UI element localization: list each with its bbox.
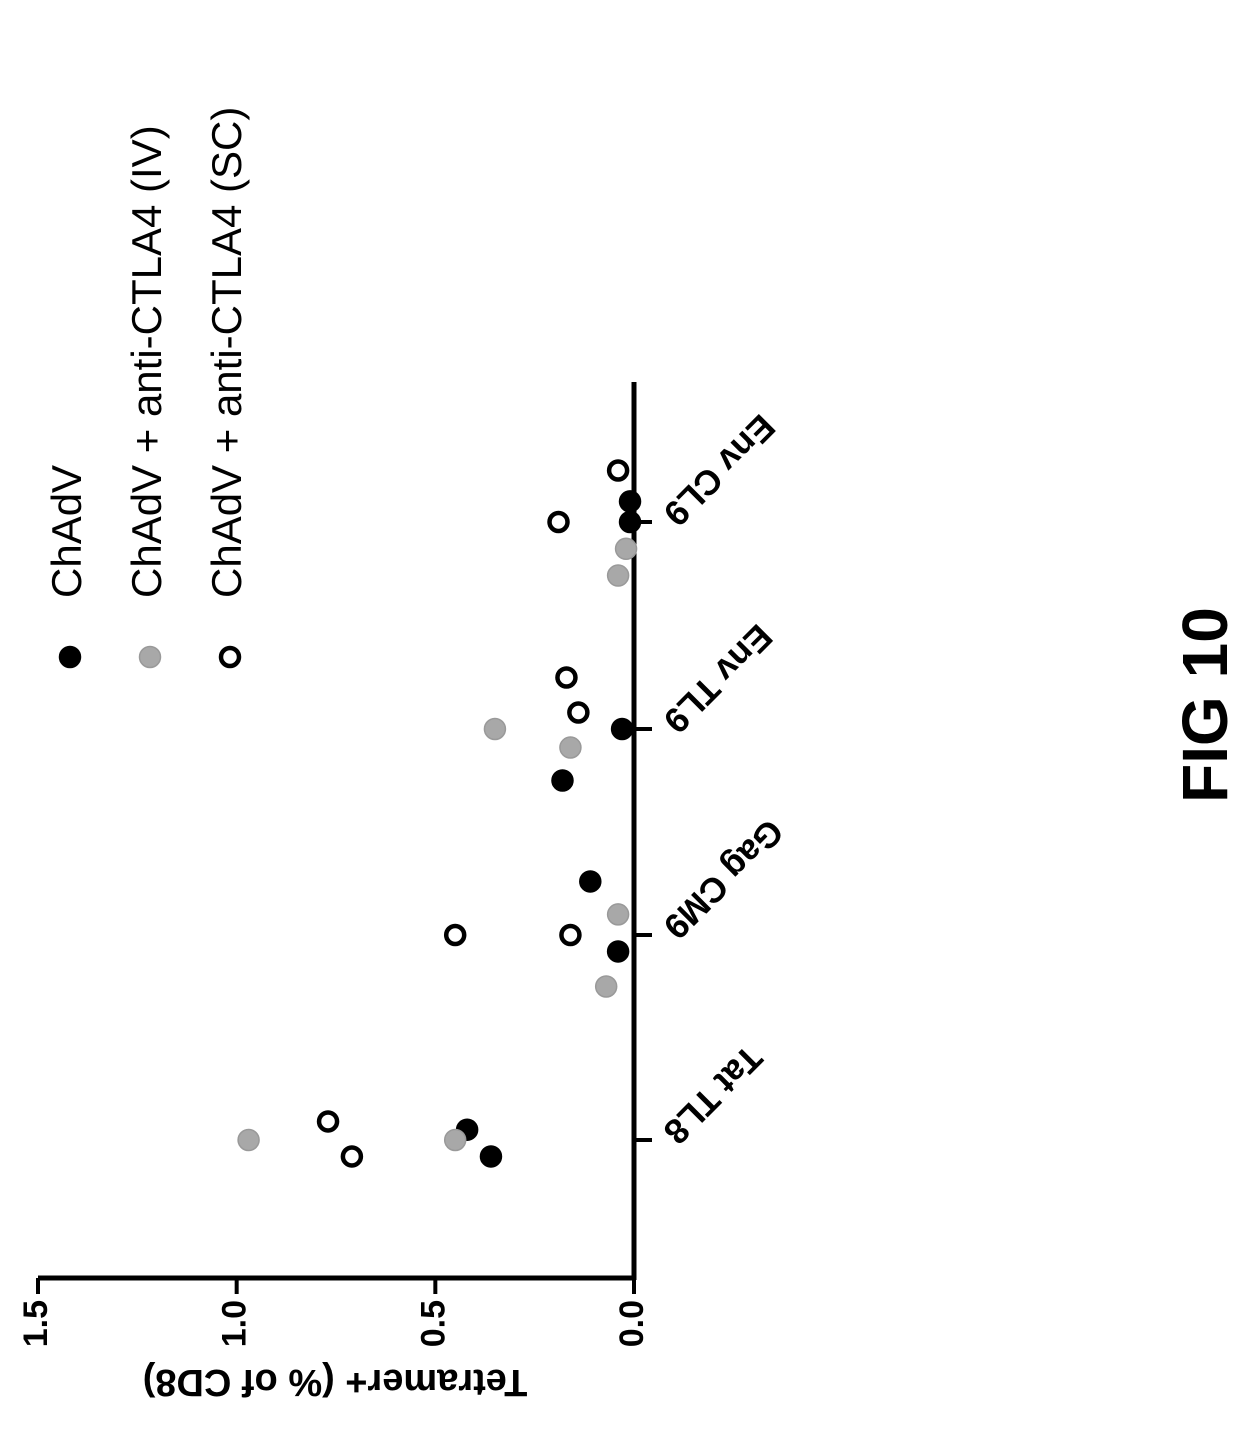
point-filled-circle bbox=[559, 736, 582, 759]
point-filled-circle bbox=[618, 510, 642, 534]
legend-marker-filled-circle bbox=[138, 645, 162, 669]
category-label: Env CL9 bbox=[656, 407, 783, 534]
point-filled-circle bbox=[606, 564, 630, 587]
value-tick-label: 0.0 bbox=[613, 1300, 651, 1347]
point-filled-circle bbox=[614, 537, 638, 561]
point-open-circle bbox=[340, 1145, 364, 1168]
point-filled-circle bbox=[610, 717, 634, 741]
y-axis-title: Tetramer+ (% of CD8) bbox=[143, 1361, 528, 1403]
legend-marker-open-circle bbox=[218, 645, 242, 669]
point-filled-circle bbox=[551, 769, 574, 792]
value-tick-label: 0.5 bbox=[414, 1300, 452, 1347]
category-ticks: Tat TL8 Gag CM9 Env TL9 Env CL9 bbox=[634, 407, 791, 1152]
point-open-circle bbox=[547, 510, 570, 534]
point-open-circle bbox=[555, 666, 578, 689]
point-filled-circle bbox=[443, 1128, 467, 1152]
value-ticks: 0.0 0.5 1.0 1.5 bbox=[17, 1278, 651, 1347]
point-filled-circle bbox=[479, 1145, 503, 1168]
legend-marker-filled-circle bbox=[58, 645, 82, 669]
legend-label: ChAdV bbox=[43, 465, 90, 598]
point-filled-circle bbox=[237, 1128, 260, 1152]
point-open-circle bbox=[559, 923, 582, 947]
point-open-circle bbox=[606, 459, 630, 482]
category-label: Tat TL8 bbox=[656, 1038, 770, 1152]
legend-label: ChAdV + anti-CTLA4 (IV) bbox=[123, 125, 170, 598]
legend: ChAdV ChAdV + anti-CTLA4 (IV) ChAdV + anti… bbox=[43, 107, 250, 669]
data-points bbox=[237, 459, 642, 1168]
value-tick-label: 1.5 bbox=[17, 1300, 55, 1347]
point-filled-circle bbox=[606, 940, 630, 963]
point-filled-circle bbox=[483, 717, 507, 741]
legend-label: ChAdV + anti-CTLA4 (SC) bbox=[203, 107, 250, 598]
category-label: Env TL9 bbox=[656, 617, 780, 741]
point-open-circle bbox=[443, 923, 467, 947]
point-open-circle bbox=[316, 1110, 340, 1133]
value-tick-label: 1.0 bbox=[216, 1300, 254, 1347]
point-filled-circle bbox=[606, 903, 630, 926]
point-open-circle bbox=[567, 701, 590, 724]
figure-label: FIG 10 bbox=[1169, 607, 1241, 803]
category-label: Gag CM9 bbox=[656, 812, 791, 947]
point-filled-circle bbox=[579, 870, 602, 893]
point-filled-circle bbox=[618, 490, 642, 513]
point-filled-circle bbox=[594, 975, 618, 998]
